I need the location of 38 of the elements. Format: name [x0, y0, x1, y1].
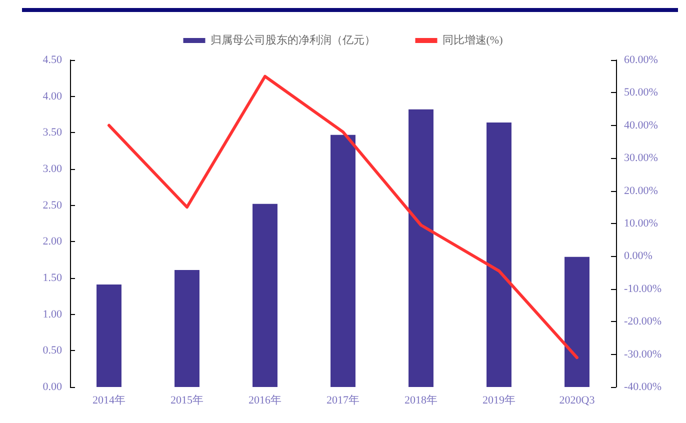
line-series	[108, 74, 578, 360]
bar	[330, 134, 356, 387]
bar	[486, 122, 512, 387]
y2-tick-label: 40.00%	[624, 119, 658, 132]
x-tick-label: 2015年	[170, 394, 204, 406]
bar	[408, 109, 434, 387]
y-tick-label: 2.50	[42, 199, 62, 212]
x-tick-label: 2014年	[92, 394, 126, 406]
y-tick-label: 0.50	[42, 344, 62, 357]
bar	[252, 204, 278, 387]
bar	[96, 284, 122, 387]
y2-tick-label: -30.00%	[624, 348, 662, 360]
bar	[174, 270, 200, 387]
x-tick-label: 2018年	[404, 394, 438, 406]
legend-label: 同比增速(%)	[442, 34, 504, 46]
y-tick-label: 4.00	[42, 90, 62, 102]
y-tick-label: 3.00	[42, 163, 62, 175]
legend-label: 归属母公司股东的净利润（亿元）	[210, 34, 376, 46]
y2-tick-label: 10.00%	[624, 218, 658, 230]
y2-tick-label: -20.00%	[624, 316, 662, 328]
bar	[564, 256, 590, 387]
y-tick-label: 0.00	[42, 381, 62, 393]
y2-tick-label: 30.00%	[624, 152, 658, 164]
y-tick-label: 1.50	[42, 272, 62, 284]
y-tick-label: 2.00	[42, 236, 62, 248]
y2-tick-label: 0.00%	[624, 250, 652, 262]
x-tick-label: 2016年	[248, 394, 282, 406]
y-tick-label: 1.00	[42, 308, 62, 320]
y2-tick-label: 20.00%	[624, 184, 658, 197]
y2-tick-label: -40.00%	[624, 381, 662, 393]
y-tick-label: 3.50	[42, 126, 62, 139]
x-tick-label: 2020Q3	[559, 394, 596, 406]
y-tick-label: 4.50	[42, 54, 62, 66]
y2-tick-label: 50.00%	[624, 86, 658, 99]
y2-tick-label: 60.00%	[624, 54, 658, 66]
y2-tick-label: -10.00%	[624, 282, 662, 295]
x-tick-label: 2017年	[326, 394, 360, 406]
x-tick-label: 2019年	[482, 394, 516, 406]
